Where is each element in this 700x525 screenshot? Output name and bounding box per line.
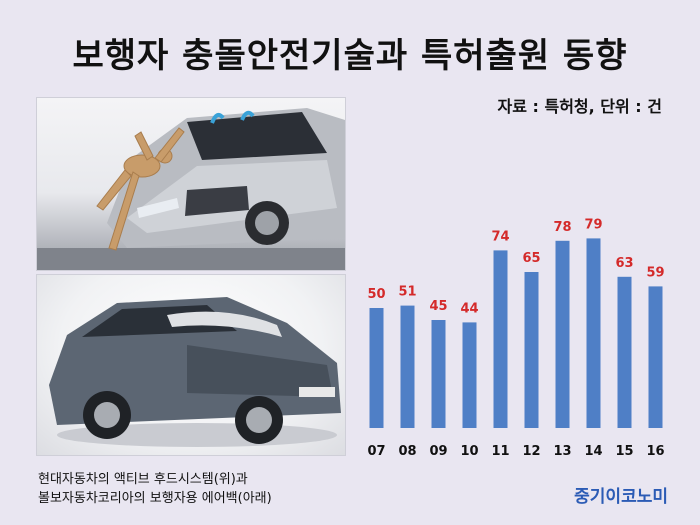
x-tick-14: 14 (584, 444, 602, 459)
bar-10 (462, 322, 477, 428)
x-tick-09: 09 (429, 444, 447, 459)
bar-08 (400, 305, 415, 428)
x-tick-10: 10 (460, 444, 478, 459)
value-label-14: 79 (584, 217, 602, 232)
pedestrian-airbag-photo (36, 274, 346, 456)
source-note: 자료 : 특허청, 단위 : 건 (497, 97, 663, 116)
value-label-15: 63 (615, 256, 633, 271)
x-tick-12: 12 (522, 444, 540, 459)
bar-16 (648, 286, 663, 428)
bar-13 (555, 240, 570, 428)
active-hood-photo (36, 97, 346, 271)
bar-07 (369, 308, 384, 428)
bar-11 (493, 250, 508, 428)
value-label-16: 59 (646, 265, 664, 280)
value-label-13: 78 (553, 220, 571, 235)
x-tick-15: 15 (615, 444, 633, 459)
brand-logo: 중기이코노미 (574, 487, 668, 507)
caption-line-2: 볼보자동차코리아의 보행자용 에어백(아래) (38, 491, 272, 506)
x-tick-16: 16 (646, 444, 664, 459)
value-label-09: 45 (429, 299, 447, 314)
x-tick-11: 11 (491, 444, 509, 459)
value-label-10: 44 (460, 301, 478, 316)
page-title: 보행자 충돌안전기술과 특허출원 동향 (72, 36, 628, 76)
bar-12 (524, 272, 539, 428)
value-label-11: 74 (491, 229, 509, 244)
value-label-08: 51 (398, 285, 416, 300)
value-label-07: 50 (367, 287, 385, 302)
bar-14 (586, 238, 601, 428)
x-tick-08: 08 (398, 444, 416, 459)
value-label-12: 65 (522, 251, 540, 266)
bar-09 (431, 320, 446, 428)
bar-15 (617, 276, 632, 428)
x-tick-13: 13 (553, 444, 571, 459)
x-tick-07: 07 (367, 444, 385, 459)
caption-line-1: 현대자동차의 액티브 후드시스템(위)과 (38, 472, 248, 487)
photo-caption: 현대자동차의 액티브 후드시스템(위)과 볼보자동차코리아의 보행자용 에어백(… (38, 470, 272, 508)
patent-bar-chart: 50 07 51 08 45 09 44 10 74 11 65 12 78 13 79 14 63 15 59 16 (367, 217, 664, 459)
